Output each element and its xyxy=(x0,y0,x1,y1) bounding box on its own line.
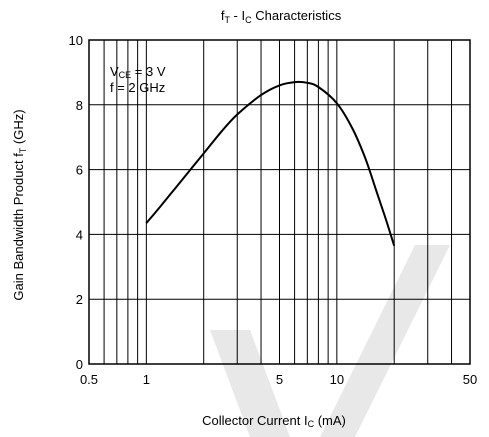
y-tick-label: 4 xyxy=(76,227,83,242)
tick-labels: 0.5 1 5 10 50 0 2 4 6 8 10 xyxy=(69,33,478,387)
y-tick-label: 6 xyxy=(76,163,83,178)
y-tick-label: 2 xyxy=(76,292,83,307)
x-tick-label: 0.5 xyxy=(80,372,98,387)
y-axis-label: Gain Bandwidth Product fT (GHz) xyxy=(11,109,28,300)
annotation-freq: f = 2 GHz xyxy=(110,80,165,95)
x-tick-label: 5 xyxy=(276,372,283,387)
x-tick-label: 10 xyxy=(330,372,344,387)
watermark-stroke xyxy=(210,330,290,437)
x-axis-label: Collector Current IC (mA) xyxy=(202,413,346,429)
series-line xyxy=(145,80,396,247)
y-tick-label: 0 xyxy=(76,357,83,372)
y-tick-label: 10 xyxy=(69,33,83,48)
x-tick-label: 50 xyxy=(463,372,477,387)
y-tick-label: 8 xyxy=(76,98,83,113)
x-tick-label: 1 xyxy=(143,372,150,387)
watermark-stroke xyxy=(320,245,450,437)
grid-lines xyxy=(89,40,470,364)
annotation-vce: VCE = 3 V xyxy=(110,64,166,80)
plot-frame xyxy=(88,39,471,365)
watermark-shape xyxy=(210,245,450,437)
chart-title: fT - IC Characteristics xyxy=(221,8,342,25)
annotation-box: VCE = 3 V f = 2 GHz xyxy=(110,64,166,95)
